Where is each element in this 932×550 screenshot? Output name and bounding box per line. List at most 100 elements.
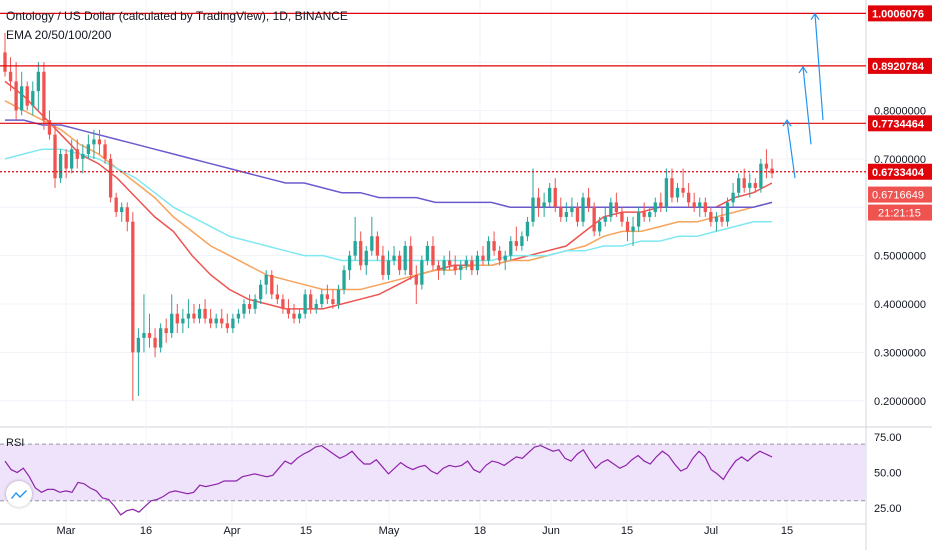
candle-body (158, 328, 163, 348)
candle-body (347, 255, 352, 271)
candle-body (664, 178, 669, 208)
countdown-tag (868, 204, 932, 221)
last-price-label: 0.6716649 (872, 190, 924, 202)
candle-body (420, 260, 424, 285)
last-price-tag (868, 186, 932, 203)
time-tick-label: 15 (300, 525, 312, 537)
candle-body (470, 260, 474, 271)
candle-body (714, 216, 719, 222)
candle-body (136, 337, 141, 353)
candle-body (531, 197, 535, 222)
candle-body (636, 212, 641, 227)
candle-body (275, 294, 279, 300)
candle-body (464, 260, 468, 266)
candle-body (8, 71, 13, 82)
candle-body (770, 168, 774, 174)
candle-body (564, 212, 569, 217)
level-price-tag (868, 57, 932, 74)
candle-body (748, 183, 752, 188)
candle-body (725, 202, 730, 222)
candle-body (253, 299, 257, 309)
candle-body (397, 255, 402, 271)
level-price-label: 0.7734464 (872, 118, 925, 130)
candle-body (592, 207, 596, 232)
price-tick-label: 0.7000000 (874, 154, 926, 166)
candle-body (231, 318, 235, 329)
candle-body (297, 313, 302, 319)
countdown-label: 21:21:15 (878, 208, 921, 220)
candle-body (659, 202, 663, 208)
rsi-tick-label: 50.00 (874, 467, 902, 479)
candle-body (753, 183, 757, 188)
time-tick-label: Jun (542, 525, 560, 537)
candle-body (642, 212, 646, 217)
time-tick-label: 18 (474, 525, 486, 537)
candle-body (75, 149, 79, 159)
candle-body (381, 255, 385, 275)
projection-arrowhead (798, 65, 808, 74)
candle-body (175, 313, 179, 324)
candle-body (575, 207, 580, 222)
candle-body (208, 318, 213, 324)
candle-body (431, 245, 435, 266)
ema-line-2 (4, 100, 773, 291)
candle-body (675, 187, 680, 198)
candle-body (442, 260, 446, 271)
price-tick-label: 0.3000000 (874, 347, 926, 359)
candle-body (586, 197, 591, 208)
candle-body (314, 304, 318, 309)
candle-body (31, 91, 35, 106)
level-price-label: 0.6733404 (872, 167, 925, 179)
level-price-tag (868, 5, 932, 22)
time-tick-label: 16 (140, 525, 152, 537)
candle-body (108, 158, 113, 198)
candle-body (264, 274, 268, 285)
rsi-line (4, 444, 773, 516)
tradingview-logo-icon[interactable] (6, 481, 32, 507)
candle-body (170, 313, 174, 334)
candle-body (153, 337, 157, 348)
candle-body (214, 318, 218, 324)
candle-body (503, 255, 507, 261)
level-price-tag (868, 115, 932, 132)
candle-body (403, 245, 407, 271)
candle-body (92, 139, 96, 145)
rsi-label: RSI (6, 437, 25, 449)
candle-body (14, 81, 18, 111)
candle-body (486, 241, 491, 261)
candle-body (364, 250, 368, 266)
candle-body (492, 241, 496, 251)
time-tick-label: 15 (781, 525, 793, 537)
projection-arrow (786, 120, 796, 179)
candle-body (53, 134, 57, 179)
candle-body (681, 187, 685, 193)
candle-body (609, 202, 613, 217)
time-tick-label: Mar (57, 525, 76, 537)
candle-body (742, 178, 746, 188)
candle-body (3, 52, 7, 72)
candle-body (581, 197, 585, 222)
level-price-label: 0.8920784 (872, 61, 925, 73)
candle-body (353, 241, 357, 256)
candle-body (498, 250, 502, 261)
candle-body (242, 304, 246, 314)
candle-body (548, 187, 552, 203)
candle-body (303, 294, 307, 314)
candle-body (709, 212, 713, 222)
candle-body (147, 333, 152, 338)
candle-body (414, 274, 418, 285)
candle-body (653, 202, 657, 213)
candle-body (731, 192, 735, 203)
candle-body (259, 284, 263, 300)
projection-arrowhead (810, 12, 820, 21)
candle-body (447, 260, 452, 266)
candle-body (603, 216, 607, 222)
candle-body (192, 313, 196, 319)
time-tick-label: May (379, 525, 400, 537)
candle-body (86, 144, 91, 155)
candle-body (459, 265, 463, 271)
rsi-tick-label: 75.00 (874, 432, 902, 444)
time-tick-label: 15 (621, 525, 633, 537)
level-price-label: 1.0006076 (872, 8, 924, 20)
